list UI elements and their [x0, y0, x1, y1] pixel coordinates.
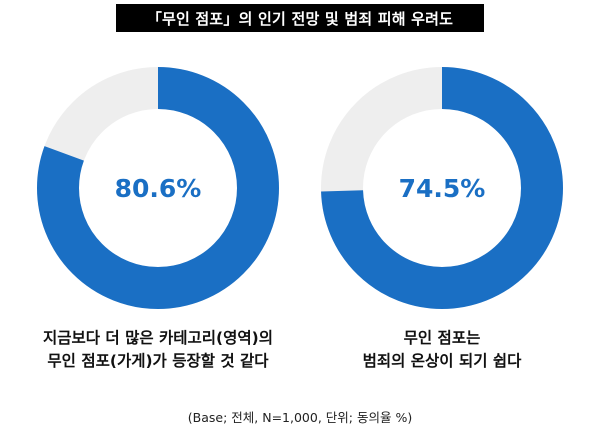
donut-2-label-line-1: 무인 점포는 [403, 329, 481, 347]
donut-2-value-arc [321, 67, 563, 309]
donut-2: 74.5% [321, 67, 563, 309]
donut-1-value-label: 80.6% [115, 174, 202, 203]
footnote: (Base; 전체, N=1,000, 단위; 동의율 %) [187, 410, 413, 425]
donut-1-value-arc [37, 67, 279, 309]
chart-title: 「무인 점포」의 인기 전망 및 범죄 피해 우려도 [116, 4, 484, 32]
donut-2-value-label: 74.5% [399, 174, 486, 203]
donut-1-label-line-2: 무인 점포(가게)가 등장할 것 같다 [47, 352, 269, 370]
donut-2-label-line-2: 범죄의 온상이 되기 쉽다 [362, 352, 522, 370]
donut-1-label: 지금보다 더 많은 카테고리(영역)의 무인 점포(가게)가 등장할 것 같다 [8, 327, 308, 373]
donut-1-label-line-1: 지금보다 더 많은 카테고리(영역)의 [43, 329, 273, 347]
donut-2-label: 무인 점포는 범죄의 온상이 되기 쉽다 [292, 327, 592, 373]
donut-1: 80.6% [37, 67, 279, 309]
